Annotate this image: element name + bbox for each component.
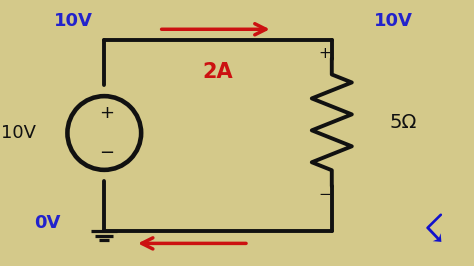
Text: 10V: 10V — [374, 12, 413, 30]
Text: 2A: 2A — [203, 62, 233, 82]
Text: −: − — [319, 187, 331, 202]
Text: ☇: ☇ — [423, 213, 445, 250]
Text: 5Ω: 5Ω — [389, 113, 417, 132]
Text: 10V: 10V — [54, 12, 93, 30]
Text: 10V: 10V — [1, 124, 36, 142]
Text: +: + — [319, 46, 331, 61]
Text: +: + — [99, 104, 114, 122]
Text: 0V: 0V — [34, 214, 61, 232]
Text: −: − — [99, 144, 114, 162]
